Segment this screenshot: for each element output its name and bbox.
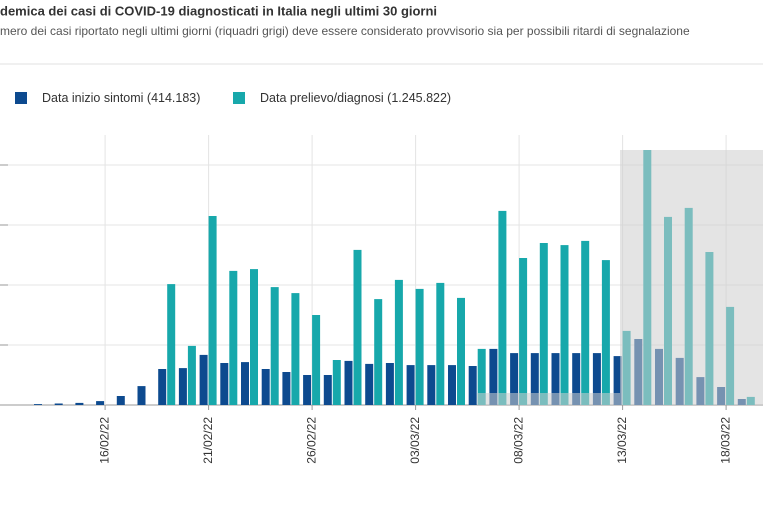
bar bbox=[613, 356, 622, 405]
bar bbox=[75, 402, 84, 405]
x-tick-label: 21/02/22 bbox=[201, 417, 215, 464]
bar bbox=[468, 366, 477, 405]
bar bbox=[344, 360, 353, 405]
bar bbox=[530, 353, 539, 405]
bar bbox=[96, 401, 105, 405]
bar bbox=[229, 270, 238, 405]
bar bbox=[365, 363, 374, 405]
legend: Data inizio sintomi (414.183) Data prelie… bbox=[15, 91, 451, 105]
provisional-band bbox=[477, 393, 620, 405]
bar bbox=[291, 293, 300, 405]
bar bbox=[178, 368, 187, 405]
bar bbox=[54, 403, 63, 405]
bar bbox=[167, 284, 176, 405]
chart-title: demica dei casi di COVID-19 diagnosticat… bbox=[0, 3, 437, 18]
bar bbox=[199, 354, 208, 405]
bar bbox=[477, 348, 486, 405]
bar bbox=[519, 258, 528, 405]
bar bbox=[489, 348, 498, 405]
bar bbox=[158, 369, 167, 405]
legend-label: Data prelievo/diagnosi (1.245.822) bbox=[260, 91, 451, 105]
bar bbox=[208, 216, 217, 405]
bar bbox=[581, 240, 590, 405]
bar bbox=[220, 363, 229, 405]
bar bbox=[250, 269, 258, 405]
legend-label: Data inizio sintomi (414.183) bbox=[42, 91, 200, 105]
provisional-box bbox=[620, 150, 763, 405]
bar bbox=[241, 362, 249, 405]
chart-subtitle: mero dei casi riportato negli ultimi gio… bbox=[0, 24, 690, 38]
bar bbox=[116, 396, 125, 405]
bar bbox=[353, 249, 362, 405]
bar bbox=[427, 365, 436, 405]
x-tick-label: 03/03/22 bbox=[408, 417, 422, 464]
x-tick-label: 08/03/22 bbox=[511, 417, 525, 464]
bar bbox=[385, 363, 394, 405]
bar bbox=[332, 360, 341, 405]
bar bbox=[539, 243, 548, 405]
bar bbox=[282, 372, 291, 405]
bar bbox=[374, 299, 383, 405]
bar bbox=[406, 365, 415, 405]
x-tick-label: 16/02/22 bbox=[97, 417, 111, 464]
bar bbox=[187, 345, 196, 405]
bar bbox=[560, 245, 569, 405]
bar bbox=[137, 386, 146, 405]
bar bbox=[448, 365, 456, 405]
bar bbox=[270, 287, 279, 405]
legend-swatch bbox=[233, 92, 245, 104]
bar bbox=[261, 369, 270, 405]
x-axis: 16/02/22 21/02/22 26/02/22 03/03/22 08/03/22… bbox=[97, 405, 732, 464]
bar bbox=[498, 210, 507, 405]
bar bbox=[323, 375, 332, 405]
bar bbox=[415, 288, 424, 405]
bar bbox=[551, 353, 560, 405]
bar bbox=[510, 353, 519, 405]
x-tick-label: 18/03/22 bbox=[718, 417, 732, 464]
bar bbox=[436, 282, 445, 405]
bar bbox=[312, 315, 321, 405]
bar bbox=[34, 404, 42, 405]
x-tick-label: 13/03/22 bbox=[615, 417, 629, 464]
bar bbox=[601, 260, 610, 405]
bar bbox=[394, 279, 403, 405]
bar bbox=[457, 297, 465, 405]
bar bbox=[592, 353, 601, 405]
bar bbox=[572, 353, 581, 405]
x-tick-label: 26/02/22 bbox=[304, 417, 318, 464]
legend-swatch bbox=[15, 92, 27, 104]
bar bbox=[303, 375, 312, 405]
